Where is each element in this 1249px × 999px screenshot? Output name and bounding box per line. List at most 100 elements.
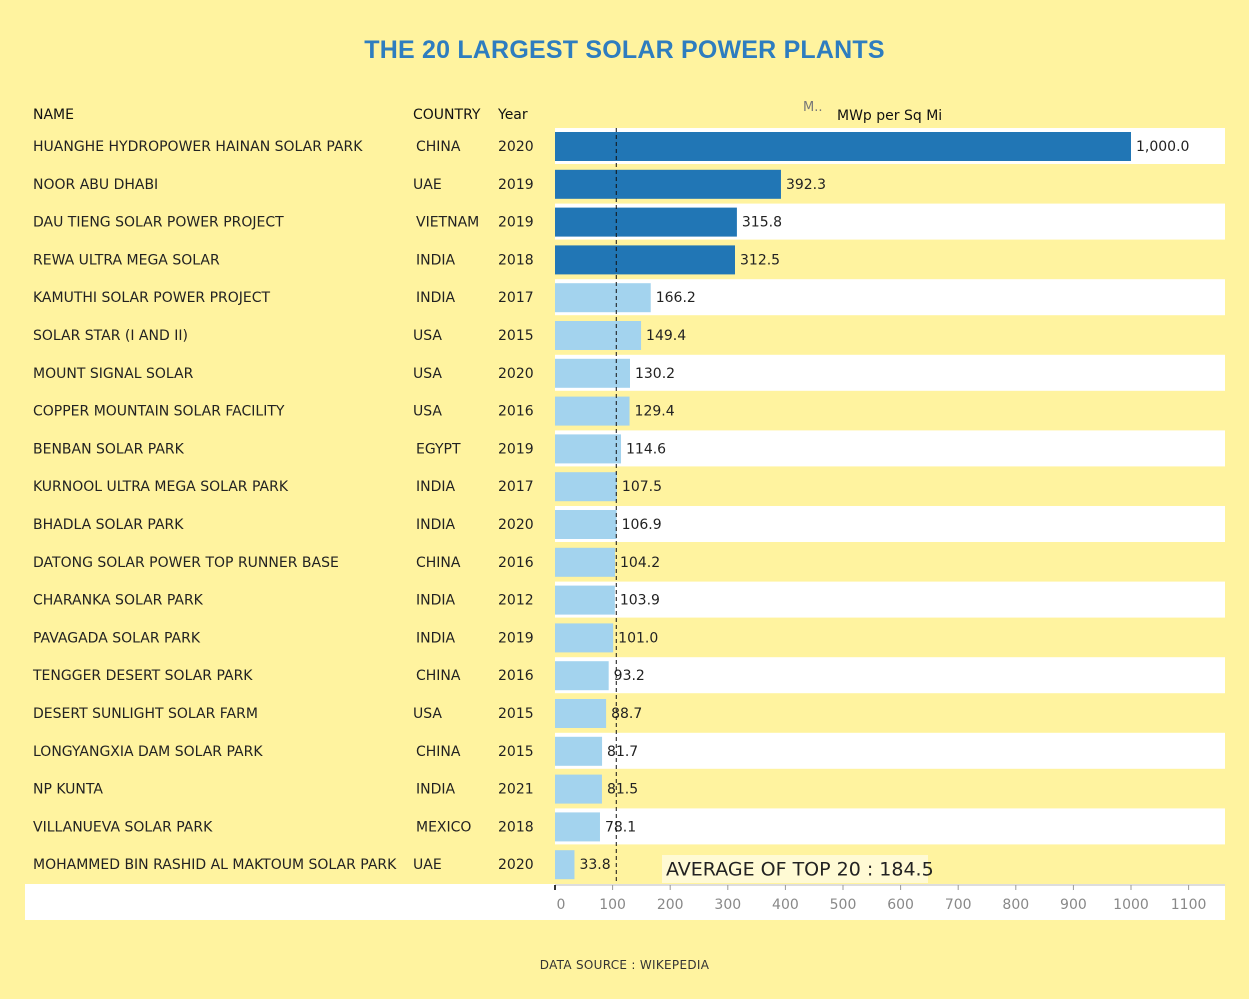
bar-value-label: 101.0 [618, 630, 658, 646]
bar [555, 812, 600, 842]
x-tick-label: 1000 [1113, 897, 1149, 913]
row-country: INDIA [416, 517, 456, 533]
row-name: NOOR ABU DHABI [33, 177, 158, 193]
bar-value-label: 81.7 [607, 744, 638, 760]
row-name: DATONG SOLAR POWER TOP RUNNER BASE [33, 555, 339, 571]
x-tick-label: 300 [714, 897, 741, 913]
row-year: 2016 [498, 668, 534, 684]
row-band [555, 581, 1225, 618]
row-country: UAE [413, 857, 442, 873]
row-band [555, 732, 1225, 769]
bar-value-label: 149.4 [646, 328, 686, 344]
row-name: CHARANKA SOLAR PARK [33, 593, 204, 609]
row-year: 2015 [498, 706, 534, 722]
bar [555, 585, 615, 615]
row-year: 2016 [498, 404, 534, 420]
bar [555, 661, 609, 691]
row-year: 2017 [498, 479, 534, 495]
x-tick-label: 800 [1002, 897, 1029, 913]
row-country: INDIA [416, 290, 456, 306]
bar-value-label: 392.3 [786, 177, 826, 193]
x-tick-label: 900 [1060, 897, 1087, 913]
row-country: CHINA [416, 744, 461, 760]
bar [555, 169, 781, 199]
row-country: CHINA [416, 668, 461, 684]
row-year: 2016 [498, 555, 534, 571]
bar [555, 547, 616, 577]
row-country: USA [413, 328, 442, 344]
row-country: MEXICO [416, 819, 471, 835]
average-label: AVERAGE OF TOP 20 : 184.5 [666, 859, 934, 881]
row-name: KURNOOL ULTRA MEGA SOLAR PARK [33, 479, 289, 495]
data-source: DATA SOURCE : WIKEPEDIA [539, 958, 710, 972]
x-tick-label: 600 [887, 897, 914, 913]
row-year: 2019 [498, 215, 534, 231]
row-year: 2012 [498, 593, 534, 609]
row-band [555, 808, 1225, 845]
x-axis-strip [25, 884, 1225, 920]
x-tick-label: 200 [657, 897, 684, 913]
x-tick-label: 100 [599, 897, 626, 913]
bar-value-label: 129.4 [635, 404, 675, 420]
row-country: USA [413, 706, 442, 722]
bar-value-label: 312.5 [740, 252, 780, 268]
row-year: 2017 [498, 290, 534, 306]
x-tick-label: 0 [557, 897, 566, 913]
bar [555, 396, 630, 426]
row-year: 2018 [498, 252, 534, 268]
bar [555, 623, 614, 653]
row-country: INDIA [416, 782, 456, 798]
row-name: SOLAR STAR (I AND II) [33, 328, 188, 344]
bar [555, 774, 602, 804]
bar-value-label: 1,000.0 [1136, 139, 1189, 155]
row-year: 2020 [498, 139, 534, 155]
row-country: INDIA [416, 479, 456, 495]
bar [555, 510, 617, 539]
bar [555, 132, 1131, 161]
row-name: VILLANUEVA SOLAR PARK [33, 819, 213, 835]
row-year: 2015 [498, 328, 534, 344]
bar-value-label: 88.7 [611, 706, 642, 722]
row-name: MOUNT SIGNAL SOLAR [33, 366, 194, 382]
row-band [555, 430, 1225, 467]
chart-title: THE 20 LARGEST SOLAR POWER PLANTS [364, 36, 885, 64]
row-country: USA [413, 366, 442, 382]
row-name: DAU TIENG SOLAR POWER PROJECT [33, 215, 284, 231]
row-year: 2020 [498, 366, 534, 382]
header-country: COUNTRY [413, 107, 481, 123]
row-name: NP KUNTA [33, 782, 103, 798]
row-year: 2021 [498, 782, 534, 798]
row-year: 2020 [498, 857, 534, 873]
row-name: COPPER MOUNTAIN SOLAR FACILITY [33, 404, 285, 420]
bar [555, 358, 630, 388]
row-country: INDIA [416, 630, 456, 646]
bar-value-label: 114.6 [626, 441, 666, 457]
average-label-bg [662, 855, 928, 883]
row-year: 2020 [498, 517, 534, 533]
bar [555, 472, 617, 502]
bar-value-label: 315.8 [742, 215, 782, 231]
bar-value-label: 107.5 [622, 479, 662, 495]
row-name: HUANGHE HYDROPOWER HAINAN SOLAR PARK [33, 139, 363, 155]
bar [555, 245, 735, 275]
bar-value-label: 130.2 [635, 366, 675, 382]
row-band [555, 279, 1225, 316]
header-measure-short: M.. [803, 100, 823, 115]
x-tick-label: 1100 [1171, 897, 1207, 913]
row-country: USA [413, 404, 442, 420]
row-name: MOHAMMED BIN RASHID AL MAKTOUM SOLAR PAR… [33, 857, 397, 873]
row-band [555, 354, 1225, 391]
row-band [555, 657, 1225, 694]
row-country: CHINA [416, 555, 461, 571]
bar-value-label: 33.8 [579, 857, 610, 873]
row-name: PAVAGADA SOLAR PARK [33, 630, 201, 646]
bar [555, 434, 622, 464]
row-year: 2019 [498, 630, 534, 646]
bar [555, 736, 603, 766]
row-name: REWA ULTRA MEGA SOLAR [33, 252, 220, 268]
bar-value-label: 81.5 [607, 782, 638, 798]
bar-value-label: 106.9 [622, 517, 662, 533]
row-name: DESERT SUNLIGHT SOLAR FARM [33, 706, 258, 722]
row-year: 2019 [498, 441, 534, 457]
